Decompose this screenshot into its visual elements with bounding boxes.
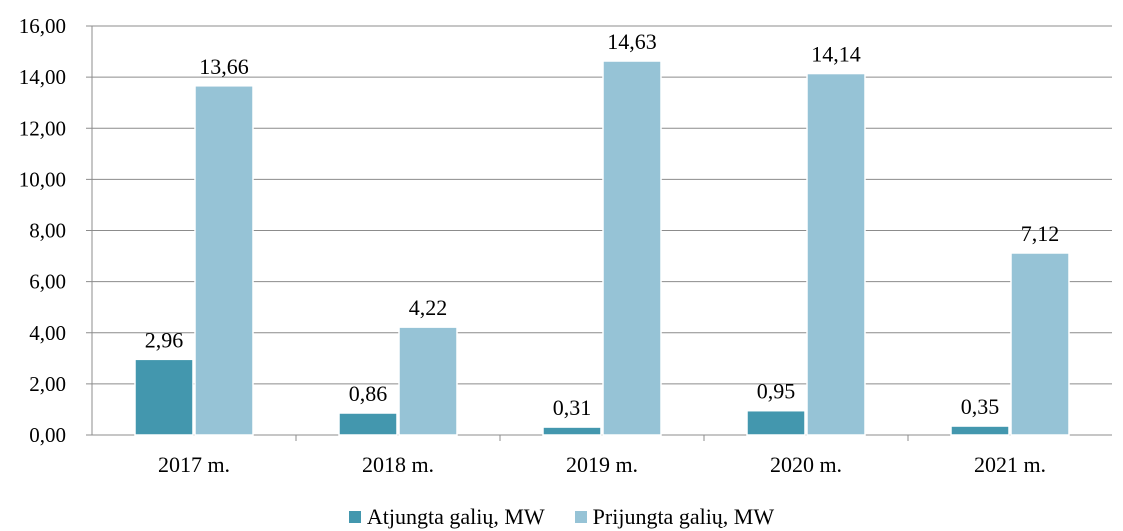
legend-swatch-prijungta bbox=[574, 510, 587, 523]
y-tick-label: 4,00 bbox=[29, 321, 66, 345]
x-tick-label: 2020 m. bbox=[770, 452, 842, 477]
y-tick-label: 0,00 bbox=[29, 423, 66, 447]
data-label-atjungta: 0,86 bbox=[349, 381, 388, 406]
data-label-prijungta: 14,63 bbox=[607, 29, 657, 54]
y-tick-label: 14,00 bbox=[19, 65, 66, 89]
bar-prijungta bbox=[398, 326, 458, 436]
data-label-prijungta: 14,14 bbox=[811, 42, 861, 67]
bar-atjungta bbox=[950, 425, 1010, 436]
legend-item-atjungta: Atjungta galių, MW bbox=[348, 503, 545, 530]
bar-atjungta bbox=[746, 409, 806, 436]
y-tick-label: 2,00 bbox=[29, 372, 66, 396]
bar-atjungta bbox=[338, 412, 398, 436]
x-tick-label: 2019 m. bbox=[566, 452, 638, 477]
y-tick-label: 6,00 bbox=[29, 270, 66, 294]
data-label-prijungta: 7,12 bbox=[1021, 221, 1060, 246]
bar-prijungta bbox=[602, 60, 662, 436]
x-tick-label: 2017 m. bbox=[158, 452, 230, 477]
y-tick-label: 16,00 bbox=[19, 14, 66, 38]
bar-chart: 0,00 2,00 4,00 6,00 8,00 10,00 12,00 14,00 16,00… bbox=[19, 14, 1112, 477]
bar-prijungta bbox=[194, 85, 254, 436]
legend-item-prijungta: Prijungta galių, MW bbox=[574, 503, 775, 530]
bar-atjungta bbox=[542, 426, 602, 436]
bar-prijungta bbox=[806, 72, 866, 436]
x-tick-label: 2018 m. bbox=[362, 452, 434, 477]
data-label-atjungta: 0,31 bbox=[553, 395, 592, 420]
data-label-atjungta: 0,95 bbox=[757, 379, 796, 404]
legend-swatch-atjungta bbox=[348, 510, 361, 523]
legend-label-prijungta: Prijungta galių, MW bbox=[592, 503, 775, 529]
data-label-prijungta: 4,22 bbox=[409, 295, 448, 320]
data-label-atjungta: 0,35 bbox=[961, 394, 1000, 419]
y-tick-label: 8,00 bbox=[29, 219, 66, 243]
data-label-prijungta: 13,66 bbox=[199, 54, 249, 79]
data-label-atjungta: 2,96 bbox=[145, 327, 184, 352]
legend: Atjungta galių, MW Prijungta galių, MW bbox=[0, 502, 1123, 531]
bar-atjungta bbox=[134, 358, 194, 436]
x-tick-label: 2021 m. bbox=[974, 452, 1046, 477]
legend-label-atjungta: Atjungta galių, MW bbox=[366, 503, 545, 529]
y-tick-label: 10,00 bbox=[19, 167, 66, 191]
y-tick-label: 12,00 bbox=[19, 116, 66, 140]
bar-prijungta bbox=[1010, 252, 1070, 436]
